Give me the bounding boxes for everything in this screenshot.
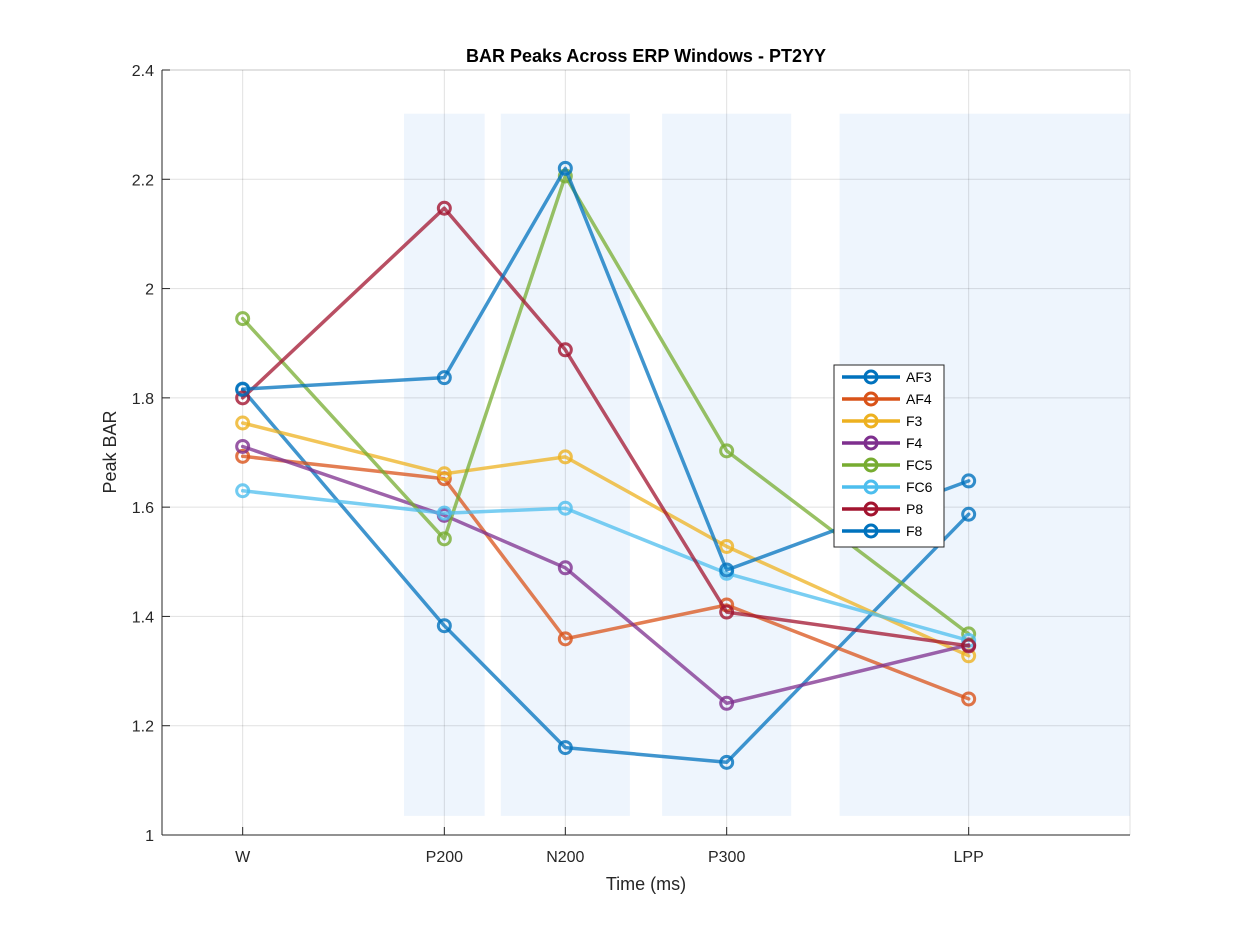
series-f8: [235, 160, 977, 578]
series-line-fc5: [240, 174, 971, 636]
data-point-f8: [235, 381, 251, 397]
data-point-f8: [557, 160, 573, 176]
legend-swatch-marker: [863, 501, 879, 517]
data-point-f4: [719, 695, 735, 711]
y-axis-label: Peak BAR: [100, 410, 120, 493]
data-point-f8: [961, 473, 977, 489]
series-line-p8: [240, 206, 971, 648]
series-line-af3: [240, 387, 971, 765]
x-tick-label: P200: [426, 849, 463, 866]
x-tick-label: P300: [708, 849, 745, 866]
x-tick-label: W: [235, 849, 251, 866]
chart-title: BAR Peaks Across ERP Windows - PT2YY: [466, 46, 826, 66]
shaded-window-n200: [500, 113, 630, 816]
legend-swatch-marker: [863, 457, 879, 473]
legend-label: FC5: [906, 457, 933, 473]
y-tick-label: 1: [145, 828, 154, 845]
x-axis-label: Time (ms): [606, 874, 686, 894]
data-point-af4: [235, 448, 251, 464]
legend-entry-f3: F3: [842, 413, 923, 429]
series-lines: [235, 160, 977, 770]
data-point-af3: [436, 618, 452, 634]
legend-entry-af4: AF4: [842, 391, 932, 407]
legend: AF3 AF4 F3 F4 FC5 FC6 P8 F8: [833, 364, 945, 548]
series-line-af4: [240, 454, 971, 701]
data-point-f8: [436, 370, 452, 386]
legend-label: F8: [906, 523, 923, 539]
legend-swatch-marker: [863, 391, 879, 407]
data-point-p8: [235, 390, 251, 406]
legend-entry-fc5: FC5: [842, 457, 933, 473]
data-point-f4: [235, 438, 251, 454]
y-tick-label: 2.4: [132, 63, 154, 80]
legend-label: FC6: [906, 479, 933, 495]
data-point-fc6: [557, 500, 573, 516]
data-point-f3: [235, 415, 251, 431]
legend-swatch-marker: [863, 523, 879, 539]
data-point-f3: [719, 538, 735, 554]
legend-label: AF3: [906, 369, 932, 385]
series-line-f8: [240, 166, 971, 572]
y-tick-label: 2.2: [132, 172, 154, 189]
x-tick-label: LPP: [954, 849, 984, 866]
series-line-f3: [240, 421, 971, 658]
y-tick-label: 1.8: [132, 391, 154, 408]
series-line-fc6: [240, 489, 971, 643]
legend-swatch-marker: [863, 369, 879, 385]
legend-swatch-marker: [863, 479, 879, 495]
data-point-f3: [557, 449, 573, 465]
data-point-p8: [436, 200, 452, 216]
data-point-af3: [719, 754, 735, 770]
legend-label: AF4: [906, 391, 932, 407]
data-point-fc6: [436, 505, 452, 521]
data-point-fc5: [436, 531, 452, 547]
legend-label: F4: [906, 435, 923, 451]
legend-entry-p8: P8: [842, 501, 923, 517]
y-tick-label: 1.2: [132, 719, 154, 736]
data-point-p8: [961, 638, 977, 654]
legend-label: F3: [906, 413, 923, 429]
legend-label: P8: [906, 501, 923, 517]
series-line-f4: [240, 444, 971, 706]
y-tick-label: 1.4: [132, 609, 154, 626]
data-point-p8: [557, 342, 573, 358]
x-tick-label: N200: [546, 849, 584, 866]
data-point-fc6: [235, 483, 251, 499]
legend-entry-f4: F4: [842, 435, 923, 451]
series-p8: [235, 200, 977, 654]
data-point-p8: [719, 604, 735, 620]
data-point-af4: [557, 631, 573, 647]
data-point-af3: [961, 506, 977, 522]
legend-entry-af3: AF3: [842, 369, 932, 385]
legend-box: [833, 364, 945, 548]
y-tick-label: 2: [145, 282, 154, 299]
legend-swatch-marker: [863, 413, 879, 429]
shaded-window-p200: [404, 113, 485, 816]
data-point-fc5: [235, 311, 251, 327]
data-point-af3: [557, 740, 573, 756]
y-tick-label: 1.6: [132, 500, 154, 517]
data-point-f4: [557, 560, 573, 576]
data-point-f3: [436, 466, 452, 482]
data-point-fc5: [719, 443, 735, 459]
legend-entry-fc6: FC6: [842, 479, 933, 495]
data-point-f8: [719, 562, 735, 578]
data-point-af4: [961, 691, 977, 707]
legend-entry-f8: F8: [842, 523, 923, 539]
ticks: 1 1.2 1.4 1.6 1.8 2 2.2 2.4 W P200 N200 P300 LPP: [132, 63, 984, 866]
legend-swatch-marker: [863, 435, 879, 451]
